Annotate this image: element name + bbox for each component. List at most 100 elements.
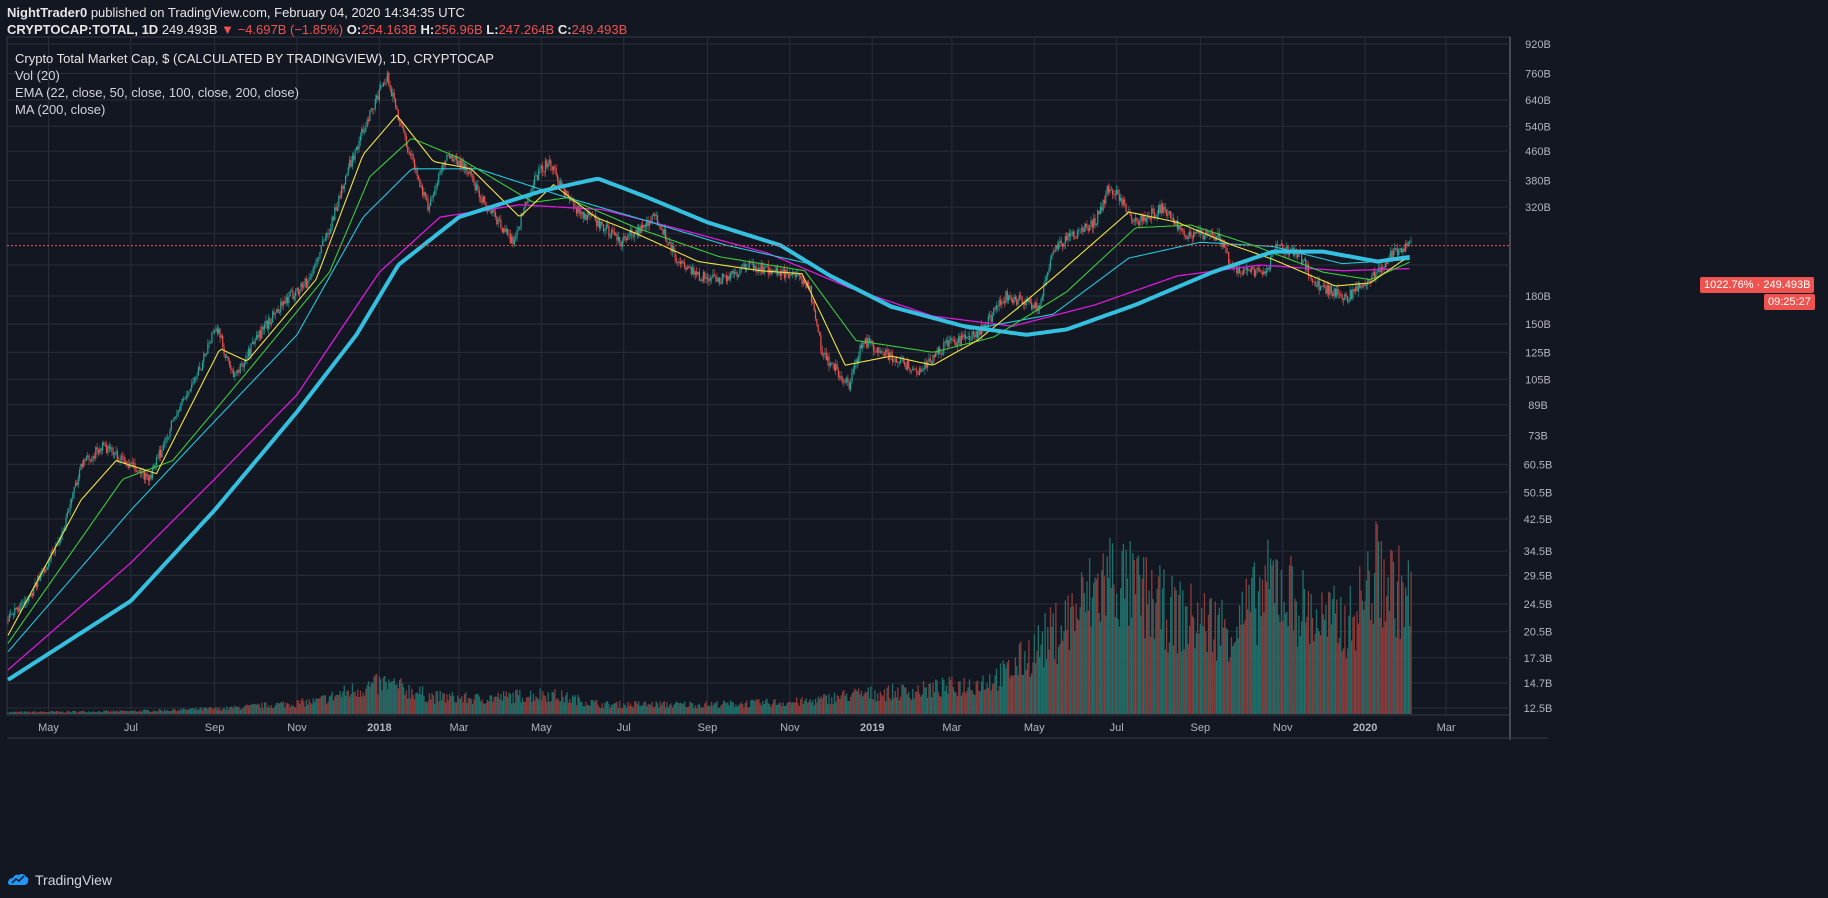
candle-body [1133, 221, 1135, 223]
candle-body [453, 159, 455, 162]
candle-body [346, 173, 348, 177]
publisher-name[interactable]: NightTrader0 [7, 5, 88, 20]
candle-body [1165, 209, 1168, 216]
volume-bar [831, 697, 833, 714]
ema50-line [7, 138, 1410, 644]
volume-bar [1057, 646, 1060, 714]
candle-body [490, 210, 493, 214]
candle-body [285, 297, 287, 304]
legend-ema[interactable]: EMA (22, close, 50, close, 100, close, 2… [15, 85, 299, 100]
volume-bar [821, 698, 823, 714]
candle-body [319, 252, 321, 258]
volume-bar [836, 695, 838, 714]
candle-body [1306, 264, 1308, 270]
candle-body [1286, 246, 1288, 249]
candle-body [336, 206, 339, 211]
candle-body [921, 369, 923, 372]
chart-header: NightTrader0 published on TradingView.co… [7, 4, 627, 38]
volume-bar [1229, 657, 1231, 714]
y-tick-label: 150B [1525, 319, 1551, 331]
candle-body [189, 388, 191, 392]
volume-bar [1125, 549, 1127, 714]
candle-body [455, 155, 457, 161]
candle-body [1043, 285, 1045, 297]
volume-bar [443, 693, 445, 714]
candle-body [1095, 223, 1097, 226]
volume-bar [505, 691, 507, 714]
candle-body [274, 312, 276, 315]
candle-body [1205, 231, 1207, 236]
candle-body [1134, 217, 1137, 222]
candle-body [683, 262, 686, 268]
candle-body [1400, 248, 1403, 253]
candle-body [427, 198, 429, 211]
candle-body [1036, 302, 1038, 311]
volume-bar [1048, 649, 1050, 714]
candle-body [914, 368, 917, 370]
candle-body [968, 336, 971, 341]
volume-bar [1030, 673, 1033, 714]
candle-body [500, 219, 502, 228]
candle-body [105, 445, 108, 453]
candle-body [1005, 291, 1007, 304]
candle-body [1163, 207, 1165, 213]
candle-body [11, 613, 13, 615]
volume-bar [174, 710, 177, 714]
volume-bar [1290, 555, 1292, 714]
volume-bar [8, 712, 11, 714]
footer-brand[interactable]: TradingView [7, 868, 112, 892]
volume-bar [114, 711, 116, 714]
volume-bar [465, 692, 467, 714]
candle-body [1160, 203, 1162, 214]
volume-bar [578, 697, 580, 714]
volume-bar [567, 702, 570, 714]
volume-bar [570, 702, 572, 714]
volume-bar [180, 708, 182, 714]
candle-body [613, 231, 615, 236]
volume-bar [827, 703, 829, 714]
candle-body [1255, 270, 1257, 277]
candle-body [300, 283, 302, 292]
candle-body [755, 266, 757, 272]
volume-bar [211, 707, 213, 714]
candle-body [1391, 250, 1393, 258]
candle-body [926, 362, 929, 368]
candle-body [993, 308, 995, 316]
volume-bar [1075, 603, 1077, 714]
volume-bar [301, 698, 304, 714]
volume-bar [1232, 646, 1234, 714]
volume-bar [991, 684, 994, 714]
candle-body [1129, 211, 1131, 216]
open-label: O: [346, 22, 362, 37]
volume-bar [1259, 576, 1261, 714]
y-tick-label: 50.5B [1524, 487, 1553, 499]
candle-body [899, 358, 902, 363]
candle-body [771, 270, 773, 275]
candle-body [501, 227, 503, 233]
volume-bar [451, 692, 453, 714]
candle-body [412, 154, 414, 160]
candle-body [733, 272, 736, 274]
volume-bar [1319, 635, 1322, 714]
volume-bar [1365, 580, 1368, 714]
legend-ma[interactable]: MA (200, close) [15, 102, 106, 117]
candle-body [893, 361, 895, 363]
candle-body [39, 574, 42, 581]
volume-bar [1113, 584, 1115, 714]
volume-bar [105, 710, 108, 714]
volume-bar [890, 700, 892, 714]
volume-bar [349, 696, 351, 714]
candle-body [1056, 245, 1058, 250]
candle-body [386, 72, 389, 83]
candle-body [586, 214, 588, 221]
volume-bar [334, 696, 336, 714]
candle-body [720, 282, 722, 284]
candle-body [1018, 295, 1021, 300]
volume-bar [809, 698, 811, 714]
volume-bar [511, 703, 513, 714]
candle-body [164, 442, 166, 445]
volume-bar [727, 702, 729, 714]
candle-body [509, 234, 511, 244]
legend-vol[interactable]: Vol (20) [15, 68, 60, 83]
